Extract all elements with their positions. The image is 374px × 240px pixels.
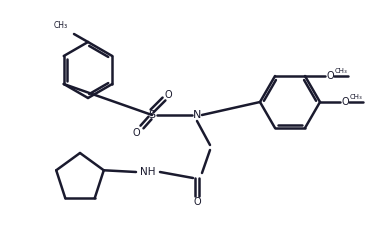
Text: O: O <box>132 128 140 138</box>
Text: N: N <box>193 110 201 120</box>
Text: O: O <box>342 97 350 107</box>
Text: NH: NH <box>140 167 156 177</box>
Text: CH₃: CH₃ <box>335 68 347 74</box>
Text: CH₃: CH₃ <box>54 21 68 30</box>
Text: S: S <box>148 110 156 120</box>
Text: O: O <box>327 71 335 81</box>
Text: CH₃: CH₃ <box>350 94 362 100</box>
Text: O: O <box>164 90 172 100</box>
Text: O: O <box>193 197 201 207</box>
